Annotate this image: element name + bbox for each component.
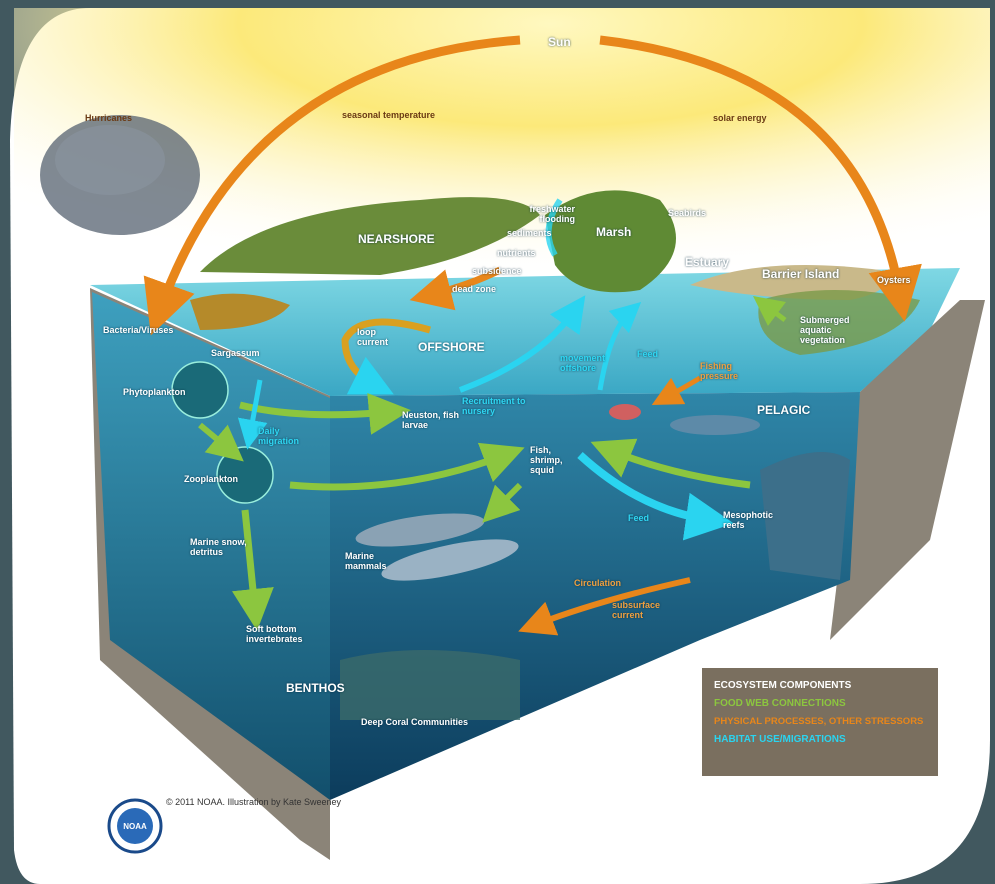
dolphin	[381, 539, 519, 581]
arrow	[753, 296, 787, 326]
label: nutrients	[497, 248, 536, 258]
arrow	[577, 452, 734, 541]
legend-item: HABITAT USE/MIGRATIONS	[714, 734, 846, 745]
label: seasonal temperature	[342, 110, 436, 120]
label: Daily migration	[258, 426, 300, 446]
label: freshwater flooding	[529, 204, 575, 224]
label: Barrier Island	[762, 267, 840, 281]
label: Seabirds	[668, 208, 707, 218]
label: movement offshore	[560, 353, 606, 373]
label: Zooplankton	[184, 474, 238, 484]
arrow	[409, 266, 502, 311]
arrow	[651, 375, 702, 406]
label: Circulation	[574, 578, 622, 588]
sargassum	[190, 293, 290, 330]
land	[200, 197, 540, 275]
label: BENTHOS	[286, 681, 345, 695]
label: Feed	[637, 349, 659, 359]
water-surface	[90, 268, 960, 396]
label: Estuary	[685, 255, 730, 269]
arrow	[237, 379, 268, 450]
label: sediments	[507, 228, 552, 238]
plankton-circle	[171, 361, 229, 419]
label: Oysters	[877, 275, 911, 285]
land	[545, 190, 676, 293]
label: subsidence	[472, 266, 522, 276]
reef	[760, 452, 850, 580]
arrow	[143, 35, 521, 336]
label: Fish, shrimp, squid	[530, 445, 563, 475]
label: Feed	[628, 513, 650, 523]
legend: ECOSYSTEM COMPONENTS FOOD WEB CONNECTION…	[702, 668, 938, 776]
arrow	[198, 422, 244, 462]
arrow	[597, 301, 642, 391]
label: Sun	[548, 35, 571, 49]
arrow	[518, 577, 691, 636]
arrow	[232, 509, 274, 631]
label: OFFSHORE	[418, 340, 485, 354]
logo-text: NOAA	[123, 822, 147, 831]
label: Recruitment to nursery	[462, 396, 526, 416]
fish	[670, 415, 760, 435]
arrow	[341, 318, 431, 395]
arrow	[289, 442, 525, 491]
legend-title: ECOSYSTEM COMPONENTS	[714, 680, 852, 691]
label: Bacteria/Viruses	[103, 325, 174, 335]
fish	[609, 404, 641, 420]
label: Hurricanes	[85, 113, 133, 123]
seabed	[830, 300, 985, 640]
label: Marsh	[596, 225, 632, 239]
arrow	[482, 482, 523, 523]
credit: © 2011 NOAA. Illustration by Kate Sweene…	[166, 797, 342, 807]
coral	[340, 650, 520, 720]
arrow	[545, 198, 563, 257]
water-side	[92, 292, 330, 800]
label: loop current	[357, 327, 389, 347]
label: Deep Coral Communities	[361, 717, 469, 727]
label: Phytoplankton	[123, 387, 186, 397]
label: Submerged aquatic vegetation	[800, 315, 850, 345]
arrow	[599, 35, 922, 322]
label: PELAGIC	[757, 403, 811, 417]
arrow	[590, 438, 751, 489]
label: Soft bottom invertebrates	[246, 624, 303, 644]
label: subsurface current	[612, 600, 661, 620]
label: Neuston, fish larvae	[402, 410, 460, 430]
legend-item: PHYSICAL PROCESSES, OTHER STRESSORS	[714, 716, 924, 727]
dolphin	[355, 513, 485, 547]
label: Marine snow, detritus	[190, 537, 247, 557]
label: Fishing pressure	[700, 361, 739, 381]
label: Sargassum	[211, 348, 260, 358]
storm	[55, 125, 165, 195]
label: solar energy	[713, 113, 767, 123]
label: Mesophotic reefs	[723, 510, 774, 530]
label: NEARSHORE	[358, 232, 435, 246]
logo	[117, 808, 153, 844]
arrow	[458, 295, 586, 393]
legend-item: FOOD WEB CONNECTIONS	[714, 698, 846, 709]
label: Marine mammals	[345, 551, 387, 571]
label: dead zone	[452, 284, 497, 294]
